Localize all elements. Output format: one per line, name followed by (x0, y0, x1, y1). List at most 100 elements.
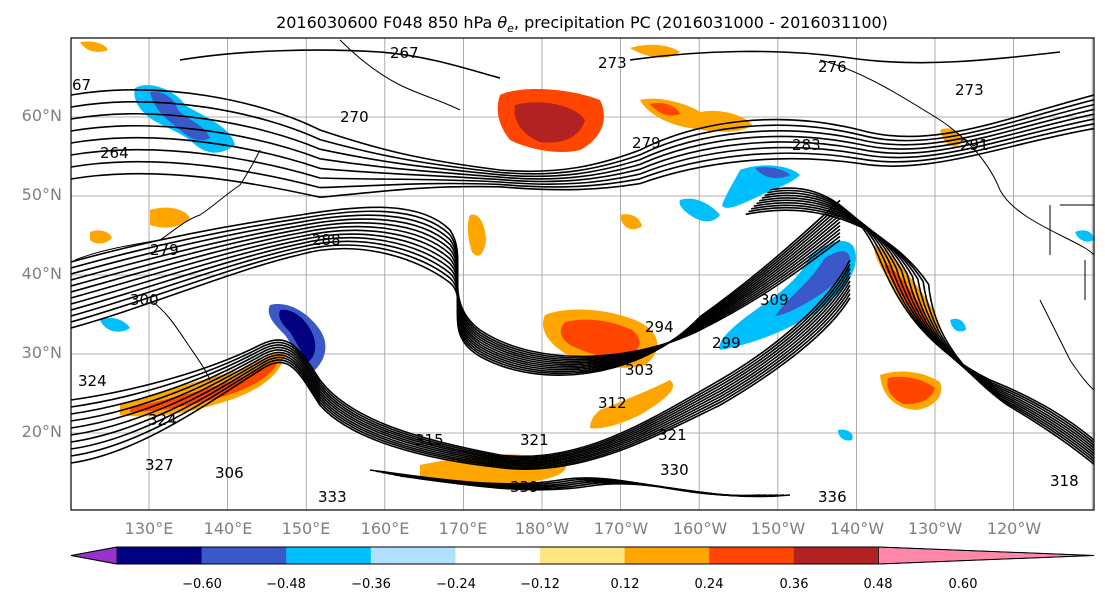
colorbar-tick-label: 0.12 (611, 577, 640, 592)
lon-label: 170°E (439, 519, 488, 538)
contour-label: 303 (625, 361, 654, 379)
contour-label: 333 (318, 488, 347, 506)
lon-label: 140°E (204, 519, 253, 538)
theta-e-contour (71, 89, 1094, 173)
theta-e-contour (756, 199, 1094, 455)
lon-label: 120°W (987, 519, 1042, 538)
theta-e-contour (764, 192, 1094, 447)
contour-label: 273 (598, 54, 627, 72)
theta-e-contour (761, 194, 1094, 449)
contour-label: 339 (510, 478, 539, 496)
theta-e-contour (71, 289, 851, 468)
contour-label: 324 (78, 372, 107, 390)
theta-e-contours (71, 49, 1094, 498)
theta-e-contour (399, 475, 791, 498)
contour-label: 324 (148, 411, 177, 429)
contour-label: 321 (658, 426, 687, 444)
figure-title: 2016030600 F048 850 hPa θe, precipitatio… (276, 13, 888, 35)
contour-label: 300 (130, 291, 159, 309)
coastlines (74, 39, 1094, 391)
colorbar-outline (70, 546, 1095, 565)
colorbar-tick-label: 0.48 (864, 577, 893, 592)
contour-label: 276 (818, 58, 847, 76)
theta-e-contour (71, 272, 851, 462)
latitude-labels: 60°N 50°N 40°N 30°N 20°N (22, 106, 62, 441)
theta-e-contour (748, 207, 1094, 463)
map-frame (70, 37, 1095, 511)
colorbar-segment (201, 547, 287, 564)
lat-label: 50°N (22, 185, 62, 204)
theta-e-contour (71, 268, 851, 460)
lat-label: 20°N (22, 422, 62, 441)
theta-e-contour (71, 108, 1094, 180)
colorbar-segment (455, 547, 541, 564)
contour-label: 279 (150, 241, 179, 259)
theta-e-contour (71, 263, 851, 459)
contour-label: 306 (215, 464, 244, 482)
theta-e-contour (71, 199, 841, 376)
colorbar-segment (370, 547, 456, 564)
lon-label: 170°W (594, 519, 649, 538)
contour-label: 270 (340, 108, 369, 126)
theta-e-contour (71, 276, 851, 463)
contour-label: 330 (660, 461, 689, 479)
colorbar-segment (624, 547, 710, 564)
theta-e-contour (179, 49, 501, 79)
colorbar-tick-label: 0.24 (695, 577, 724, 592)
lon-label: 140°W (830, 519, 885, 538)
colorbar-segment (709, 547, 795, 564)
contour-label: 309 (760, 291, 789, 309)
lat-label: 30°N (22, 343, 62, 362)
theta-e-contour (71, 103, 1094, 178)
lon-label: 150°W (751, 519, 806, 538)
theta-e-contour (750, 204, 1094, 460)
colorbar-tick-label: −0.60 (182, 577, 222, 592)
contour-label: 336 (818, 488, 847, 506)
precipitation-shading (80, 41, 1094, 485)
contour-label: 294 (645, 318, 674, 336)
theta-e-contour (71, 280, 851, 465)
colorbar-segment (540, 547, 626, 564)
contour-label: 264 (100, 144, 129, 162)
contour-label: 288 (312, 231, 341, 249)
contour-label: 312 (598, 394, 627, 412)
colorbar-tick-label: −0.36 (351, 577, 391, 592)
colorbar-extend-min (70, 546, 118, 565)
lat-label: 40°N (22, 264, 62, 283)
contour-label: 327 (145, 456, 174, 474)
colorbar-segment (793, 547, 879, 564)
theta-e-contour (71, 284, 851, 466)
map-content (71, 38, 1094, 510)
colorbar-tick-label: −0.12 (520, 577, 560, 592)
lon-label: 130°E (125, 519, 174, 538)
contour-label: 315 (415, 431, 444, 449)
lon-label: 150°E (282, 519, 331, 538)
theta-e-contour (71, 113, 1094, 183)
lon-label: 130°W (908, 519, 963, 538)
colorbar-segment (117, 547, 203, 564)
lon-label: 160°E (361, 519, 410, 538)
theta-e-contour (71, 118, 1094, 185)
contour-label: 318 (1050, 472, 1079, 490)
theta-e-contour (71, 127, 1094, 199)
colorbar-tick-label: −0.24 (436, 577, 476, 592)
theta-e-contour (71, 99, 1094, 175)
contour-label: 283 (792, 136, 821, 154)
contour-label: 273 (955, 81, 984, 99)
graticule (71, 38, 1094, 510)
colorbar-ticks: −0.60 −0.48 −0.36 −0.24 −0.12 0.12 0.24 … (182, 577, 977, 592)
contour-label: 267 (390, 44, 419, 62)
colorbar-tick-label: −0.48 (266, 577, 306, 592)
theta-e-contour (71, 123, 1094, 189)
colorbar (70, 546, 1095, 565)
contour-label: 279 (632, 134, 661, 152)
theta-e-contour (745, 209, 1094, 465)
theta-e-contour (71, 297, 851, 470)
longitude-labels: 130°E 140°E 150°E 160°E 170°E 180°W 170°… (125, 519, 1042, 538)
contour-label: 299 (712, 334, 741, 352)
contour-label: 291 (960, 136, 989, 154)
lon-label: 160°W (673, 519, 728, 538)
contour-label: 321 (520, 431, 549, 449)
contour-label: 67 (72, 76, 91, 94)
